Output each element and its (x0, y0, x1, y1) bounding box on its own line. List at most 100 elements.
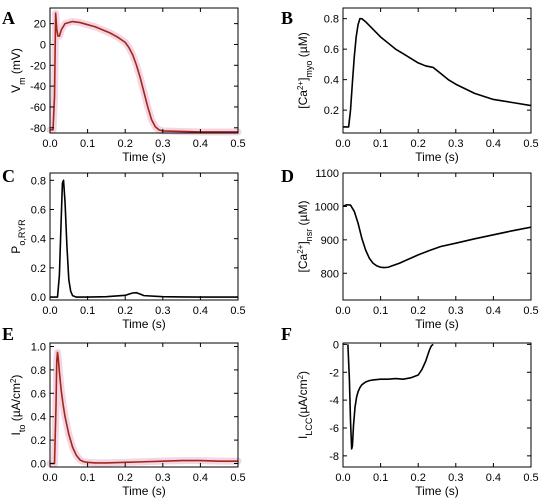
ylabel-part: o,RYR (17, 219, 27, 246)
plot-frame (342, 7, 532, 134)
ylabel-part: I (296, 436, 310, 439)
x-tick-label: 0.2 (411, 305, 426, 317)
ylabel-part: m (17, 77, 27, 85)
plot-frame (49, 7, 239, 134)
x-tick-label: 0.4 (193, 472, 208, 484)
x-tick-label: 0.4 (193, 305, 208, 317)
y-tick-label: 0.4 (324, 75, 339, 87)
y-tick-label: 0.8 (31, 365, 46, 377)
panel-c: C 0.0 0.1 0.2 0.3 0.4 0.5 0.0 0.2 0.4 0.6 0.8 Time (… (2, 166, 246, 331)
ylabel-part: ) (9, 375, 23, 379)
ylabel-part: to (17, 425, 27, 433)
y-tick-label: 0.6 (31, 204, 46, 216)
x-tick-label: 0.5 (230, 472, 245, 484)
y-tick-label: 0.4 (31, 234, 46, 246)
panel-letter: C (2, 166, 15, 186)
x-tick-label: 0.4 (486, 138, 501, 150)
x-tick-label: 0.1 (80, 138, 95, 150)
ylabel-part: [Ca (296, 253, 310, 272)
ylabel-part: V (9, 85, 23, 93)
x-tick-label: 0.4 (193, 138, 208, 150)
x-tick-label: 0.2 (411, 472, 426, 484)
panel-a: A 0.0 0.1 0.2 0.3 0.4 0.5 20 0 -20 -40 -60 -80 Time (… (2, 7, 246, 164)
x-tick-label: 0.5 (523, 472, 538, 484)
ylabel-part: I (9, 432, 23, 435)
x-tick-label: 0.3 (448, 305, 463, 317)
x-axis-label: Time (s) (415, 317, 459, 331)
y-tick-label: -60 (30, 102, 46, 114)
x-tick-label: 0.3 (155, 472, 170, 484)
y-tick-label: 0.8 (324, 14, 339, 26)
x-tick-label: 0.0 (335, 138, 350, 150)
ylabel-part: ) (296, 371, 310, 375)
series-line (50, 351, 238, 465)
ylabel-part: 2+ (296, 81, 305, 90)
plot-frame (342, 342, 532, 468)
ylabel-part: (mV) (9, 48, 23, 77)
y-tick-label: 800 (321, 268, 339, 280)
ylabel-part: [Ca (296, 90, 310, 109)
y-tick-label: 1.0 (31, 342, 46, 354)
x-tick-label: 0.0 (42, 305, 57, 317)
x-tick-label: 0.3 (155, 138, 170, 150)
panel-e: E 0.0 0.1 0.2 0.3 0.4 0.5 0.0 0.2 0.4 0.6 0.8 1.0 Tim… (2, 324, 246, 498)
ylabel-part: (µM) (296, 32, 310, 60)
y-tick-label: 0.6 (31, 388, 46, 400)
series-line (343, 17, 531, 128)
x-tick-label: 0.3 (448, 138, 463, 150)
y-tick-label: 1100 (315, 168, 339, 180)
plot-frame (49, 172, 239, 301)
y-tick-label: 0.2 (324, 105, 339, 117)
y-tick-label: -20 (30, 60, 46, 72)
y-tick-label: 1000 (315, 201, 339, 213)
panel-letter: D (281, 166, 294, 186)
x-axis-label: Time (s) (122, 150, 166, 164)
x-axis-label: Time (s) (122, 484, 166, 498)
y-tick-label: 0.0 (31, 458, 46, 470)
ylabel-part: P (9, 246, 23, 254)
y-axis-label: [Ca2+]nsr (µM) (296, 201, 315, 273)
x-tick-label: 0.1 (373, 472, 388, 484)
series-shading (46, 348, 242, 467)
ylabel-part: 2+ (296, 244, 305, 253)
y-tick-label: 900 (321, 235, 339, 247)
y-tick-label: 0 (40, 39, 46, 51)
series-shading (46, 9, 242, 136)
ylabel-part: LCC (304, 417, 314, 436)
x-tick-label: 0.4 (486, 472, 501, 484)
y-tick-label: 0.0 (31, 292, 46, 304)
ylabel-part: (µA/cm (296, 379, 310, 417)
panel-f: F 0.0 0.1 0.2 0.3 0.4 0.5 0 -2 -4 -6 -8 Time (s) ILCC… (281, 324, 539, 498)
ylabel-part: 2 (9, 378, 18, 383)
panel-letter: F (281, 324, 292, 344)
x-tick-label: 0.2 (118, 138, 133, 150)
x-tick-label: 0.5 (523, 305, 538, 317)
panel-letter: E (2, 324, 14, 344)
x-tick-label: 0.2 (118, 305, 133, 317)
x-axis-label: Time (s) (122, 317, 166, 331)
y-tick-label: 0.2 (31, 435, 46, 447)
ylabel-part: nsr (304, 229, 314, 242)
series-line (50, 179, 238, 298)
y-tick-label: 0.2 (31, 263, 46, 275)
y-axis-label: [Ca2+]myo (µM) (296, 32, 315, 108)
x-tick-label: 0.0 (42, 138, 57, 150)
y-tick-label: -6 (329, 423, 339, 435)
y-tick-label: 0.8 (31, 175, 46, 187)
y-axis-label: Vm (mV) (9, 48, 27, 93)
x-axis-label: Time (s) (415, 150, 459, 164)
panel-letter: A (2, 8, 15, 28)
ylabel-part: (µA/cm (9, 383, 23, 425)
x-tick-label: 0.1 (80, 305, 95, 317)
panel-letter: B (281, 8, 293, 28)
ylabel-part: (µM) (296, 201, 310, 229)
x-axis-label: Time (s) (415, 484, 459, 498)
ylabel-part: 2 (296, 374, 305, 379)
series-line (50, 12, 238, 133)
x-tick-label: 0.5 (230, 138, 245, 150)
y-axis-label: Ito (µA/cm2) (9, 375, 28, 436)
y-tick-label: 0.4 (31, 412, 46, 424)
x-tick-label: 0.1 (80, 472, 95, 484)
plot-frame (342, 172, 532, 301)
